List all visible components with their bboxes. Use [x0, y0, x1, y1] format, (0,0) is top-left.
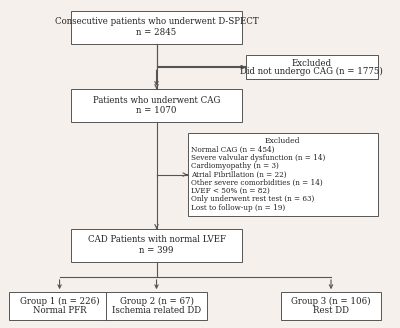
Text: Normal PFR: Normal PFR — [33, 306, 86, 316]
FancyBboxPatch shape — [280, 293, 382, 320]
Text: n = 1070: n = 1070 — [136, 106, 177, 115]
Text: Only underwent rest test (n = 63): Only underwent rest test (n = 63) — [192, 195, 315, 203]
Text: LVEF < 50% (n = 82): LVEF < 50% (n = 82) — [192, 187, 270, 195]
FancyBboxPatch shape — [188, 133, 378, 216]
FancyBboxPatch shape — [246, 55, 378, 79]
FancyBboxPatch shape — [71, 229, 242, 261]
Text: n = 399: n = 399 — [139, 246, 174, 255]
Text: Ischemia related DD: Ischemia related DD — [112, 306, 201, 316]
Text: Normal CAG (n = 454): Normal CAG (n = 454) — [192, 146, 275, 154]
FancyBboxPatch shape — [71, 89, 242, 122]
Text: Atrial Fibrillation (n = 22): Atrial Fibrillation (n = 22) — [192, 171, 287, 178]
FancyBboxPatch shape — [9, 293, 110, 320]
Text: Did not undergo CAG (n = 1775): Did not undergo CAG (n = 1775) — [240, 67, 383, 76]
Text: Lost to follow-up (n = 19): Lost to follow-up (n = 19) — [192, 204, 286, 212]
Text: Other severe comorbidities (n = 14): Other severe comorbidities (n = 14) — [192, 179, 323, 187]
FancyBboxPatch shape — [71, 11, 242, 44]
Text: Excluded: Excluded — [292, 59, 332, 68]
Text: Consecutive patients who underwent D-SPECT: Consecutive patients who underwent D-SPE… — [55, 17, 258, 27]
Text: Group 2 (n = 67): Group 2 (n = 67) — [120, 297, 194, 306]
Text: Group 1 (n = 226): Group 1 (n = 226) — [20, 297, 99, 306]
Text: Rest DD: Rest DD — [313, 306, 349, 316]
FancyBboxPatch shape — [106, 293, 207, 320]
Text: Group 3 (n = 106): Group 3 (n = 106) — [291, 297, 371, 306]
Text: Severe valvular dysfunction (n = 14): Severe valvular dysfunction (n = 14) — [192, 154, 326, 162]
Text: n = 2845: n = 2845 — [136, 28, 177, 37]
Text: Patients who underwent CAG: Patients who underwent CAG — [93, 95, 220, 105]
Text: Cardiomyopathy (n = 3): Cardiomyopathy (n = 3) — [192, 162, 279, 170]
Text: CAD Patients with normal LVEF: CAD Patients with normal LVEF — [88, 236, 226, 244]
Text: Excluded: Excluded — [265, 137, 300, 145]
